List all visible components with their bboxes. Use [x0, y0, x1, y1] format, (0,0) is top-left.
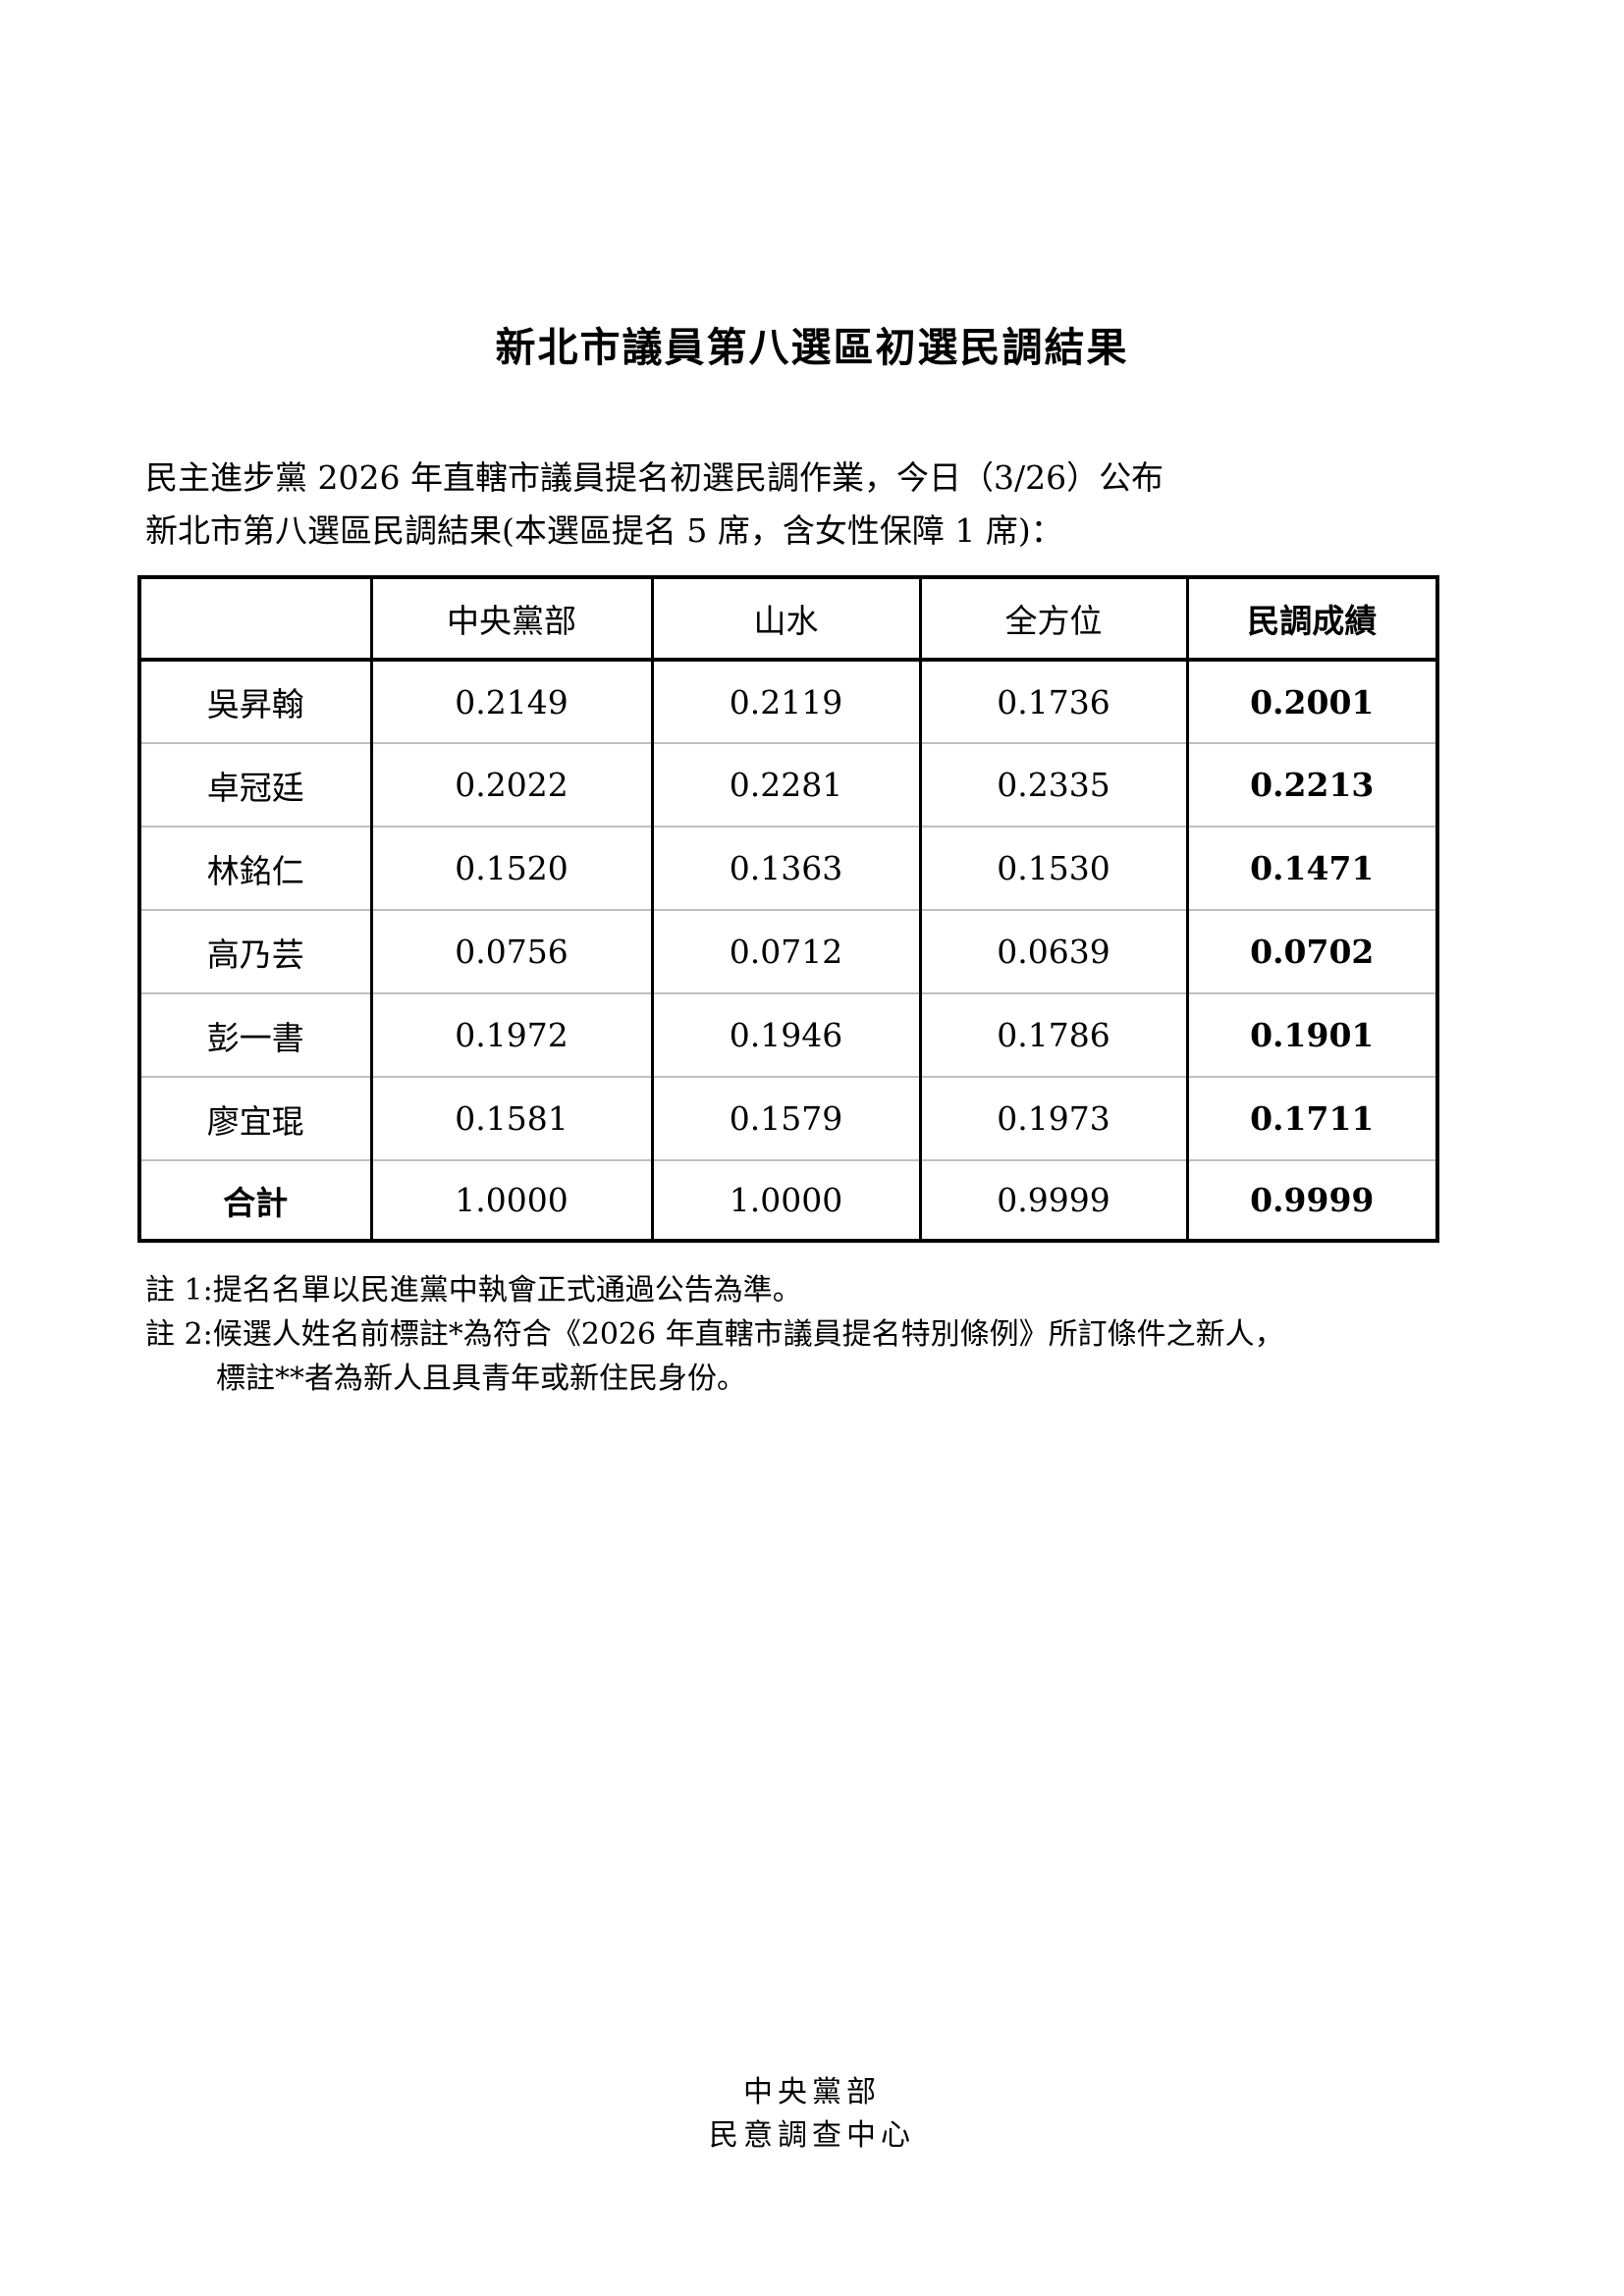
total-value-cell: 0.9999: [918, 1160, 1187, 1241]
value-cell: 0.2335: [918, 743, 1187, 828]
value-cell: 0.1946: [650, 993, 920, 1078]
value-cell: 0.1363: [650, 827, 920, 911]
result-cell: 0.1711: [1185, 1077, 1437, 1161]
table-row: 廖宜琨 0.1581 0.1579 0.1973 0.1711: [139, 1077, 1437, 1161]
value-cell: 0.1579: [650, 1077, 920, 1161]
result-cell: 0.2213: [1185, 743, 1437, 828]
footer-org-line-1: 中央黨部: [743, 2075, 881, 2109]
table-row: 高乃芸 0.0756 0.0712 0.0639 0.0702: [139, 910, 1437, 994]
total-value-cell: 1.0000: [369, 1160, 652, 1241]
value-cell: 0.1520: [369, 827, 652, 911]
header-cell-poll-score: 民調成績: [1185, 577, 1437, 662]
intro-line-2: 新北市第八選區民調結果(本選區提名 5 席，含女性保障 1 席)：: [145, 511, 1063, 550]
header-cell-allaspect: 全方位: [918, 577, 1187, 662]
candidate-name-cell: 吳昇翰: [139, 660, 371, 744]
header-cell-central-party: 中央黨部: [369, 577, 652, 662]
table-total-row: 合計 1.0000 1.0000 0.9999 0.9999: [139, 1160, 1437, 1241]
value-cell: 0.1973: [918, 1077, 1187, 1161]
page-title: 新北市議員第八選區初選民調結果: [495, 324, 1129, 371]
candidate-name-cell: 卓冠廷: [139, 743, 371, 828]
note-line-2: 註 2:候選人姓名前標註*為符合《2026 年直轄市議員提名特別條例》所訂條件之…: [145, 1317, 1284, 1352]
header-cell-shanshui: 山水: [650, 577, 920, 662]
candidate-name-cell: 林銘仁: [139, 827, 371, 911]
table-row: 林銘仁 0.1520 0.1363 0.1530 0.1471: [139, 827, 1437, 911]
value-cell: 0.1786: [918, 993, 1187, 1078]
total-result-cell: 0.9999: [1185, 1160, 1437, 1241]
result-cell: 0.0702: [1185, 910, 1437, 994]
value-cell: 0.0756: [369, 910, 652, 994]
value-cell: 0.2022: [369, 743, 652, 828]
header-cell-empty: [139, 577, 371, 662]
candidate-name-cell: 高乃芸: [139, 910, 371, 994]
result-cell: 0.2001: [1185, 660, 1437, 744]
total-value-cell: 1.0000: [650, 1160, 920, 1241]
document-footer: 中央黨部 民意調查中心: [0, 2071, 1624, 2158]
value-cell: 0.0712: [650, 910, 920, 994]
table-row: 卓冠廷 0.2022 0.2281 0.2335 0.2213: [139, 743, 1437, 828]
table-row: 吳昇翰 0.2149 0.2119 0.1736 0.2001: [139, 660, 1437, 744]
note-line-1: 註 1:提名名單以民進黨中執會正式通過公告為準。: [145, 1273, 802, 1308]
value-cell: 0.1736: [918, 660, 1187, 744]
value-cell: 0.2281: [650, 743, 920, 828]
note-line-3: 標註**者為新人且具青年或新住民身份。: [216, 1362, 746, 1396]
candidate-name-cell: 彭一書: [139, 993, 371, 1078]
poll-results-table: 中央黨部 山水 全方位 民調成績 吳昇翰 0.2149 0.2119 0.173…: [137, 575, 1439, 1243]
intro-line-1: 民主進步黨 2026 年直轄市議員提名初選民調作業，今日（3/26）公布: [145, 458, 1164, 497]
table-header-row: 中央黨部 山水 全方位 民調成績: [139, 577, 1437, 662]
intro-paragraph: 民主進步黨 2026 年直轄市議員提名初選民調作業，今日（3/26）公布 新北市…: [145, 452, 1520, 558]
value-cell: 0.1581: [369, 1077, 652, 1161]
table-row: 彭一書 0.1972 0.1946 0.1786 0.1901: [139, 993, 1437, 1078]
result-cell: 0.1471: [1185, 827, 1437, 911]
result-cell: 0.1901: [1185, 993, 1437, 1078]
value-cell: 0.1972: [369, 993, 652, 1078]
candidate-name-cell: 廖宜琨: [139, 1077, 371, 1161]
value-cell: 0.2149: [369, 660, 652, 744]
value-cell: 0.1530: [918, 827, 1187, 911]
total-label-cell: 合計: [223, 1183, 289, 1222]
footnotes: 註 1:提名名單以民進黨中執會正式通過公告為準。 註 2:候選人姓名前標註*為符…: [145, 1268, 1540, 1401]
footer-org-line-2: 民意調查中心: [709, 2118, 915, 2153]
value-cell: 0.0639: [918, 910, 1187, 994]
value-cell: 0.2119: [650, 660, 920, 744]
